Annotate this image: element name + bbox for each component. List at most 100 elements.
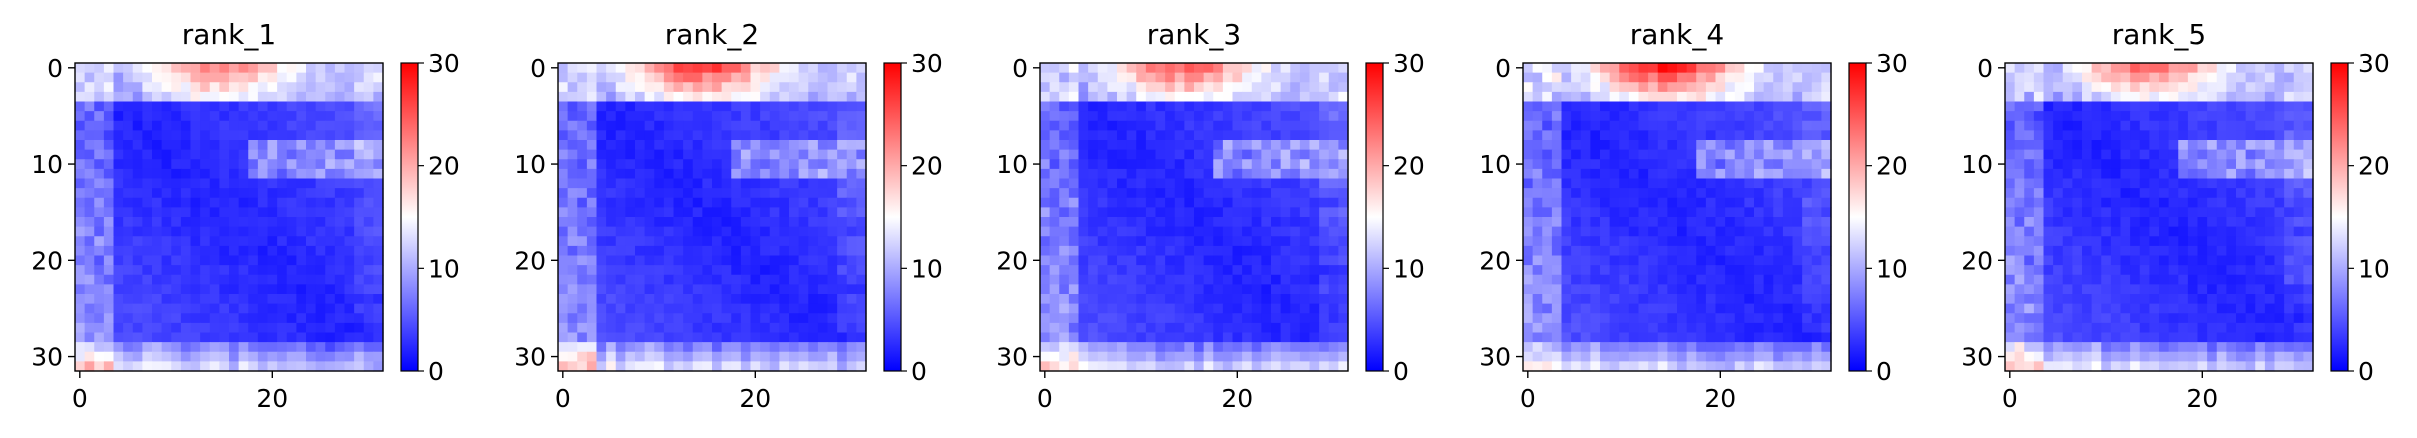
- heatmap-cell: [2168, 120, 2179, 131]
- heatmap-cell: [123, 120, 134, 131]
- heatmap-cell: [2033, 101, 2045, 112]
- heatmap-cell: [1088, 361, 1099, 372]
- heatmap-cell: [325, 322, 336, 334]
- heatmap-cell: [1338, 91, 1349, 103]
- heatmap-cell: [2043, 226, 2054, 237]
- heatmap-cell: [1194, 101, 1205, 112]
- heatmap-cell: [1078, 178, 1089, 189]
- heatmap-cell: [1754, 111, 1765, 122]
- heatmap-cell: [1542, 140, 1553, 151]
- heatmap-cell: [142, 265, 153, 276]
- heatmap-cell: [577, 82, 588, 93]
- heatmap-cell: [1763, 120, 1774, 131]
- heatmap-cell: [1242, 82, 1253, 93]
- heatmap-cell: [2082, 236, 2093, 247]
- heatmap-cell: [248, 255, 259, 266]
- heatmap-cell: [1811, 217, 1822, 228]
- heatmap-cell: [2062, 82, 2073, 93]
- heatmap-cell: [586, 351, 598, 362]
- heatmap-cell: [103, 342, 115, 353]
- heatmap-cell: [558, 101, 569, 112]
- heatmap-cell: [2197, 217, 2208, 228]
- heatmap-cell: [267, 101, 278, 112]
- heatmap-cell: [740, 149, 752, 160]
- heatmap-cell: [373, 111, 384, 122]
- heatmap-cell: [123, 342, 134, 353]
- heatmap-cell: [248, 236, 259, 247]
- heatmap-cell: [113, 159, 124, 170]
- heatmap-cell: [1232, 332, 1243, 343]
- heatmap-cell: [731, 207, 742, 218]
- heatmap-cell: [721, 91, 732, 103]
- heatmap-cell: [190, 342, 201, 353]
- heatmap-cell: [837, 274, 848, 285]
- heatmap-cell: [1165, 168, 1176, 180]
- heatmap-cell: [75, 82, 86, 93]
- heatmap-cell: [1523, 236, 1534, 247]
- heatmap-cell: [1155, 361, 1166, 372]
- heatmap-cell: [1763, 82, 1774, 93]
- heatmap-cell: [2303, 149, 2314, 160]
- heatmap-cell: [142, 245, 153, 257]
- heatmap-cell: [740, 168, 752, 180]
- heatmap-cell: [856, 101, 867, 112]
- heatmap-cell: [2091, 159, 2102, 170]
- heatmap-cell: [1203, 82, 1214, 93]
- heatmap-cell: [103, 63, 115, 74]
- heatmap-cell: [132, 111, 143, 122]
- heatmap-cell: [1773, 342, 1784, 353]
- heatmap-cell: [769, 303, 780, 314]
- heatmap-cell: [577, 91, 588, 103]
- heatmap-cell: [238, 274, 249, 285]
- heatmap-cell: [1251, 188, 1262, 199]
- heatmap-cell: [683, 130, 694, 141]
- heatmap-cell: [779, 130, 790, 141]
- heatmap-cell: [625, 236, 636, 247]
- heatmap-cell: [1523, 130, 1534, 141]
- heatmap-cell: [2303, 226, 2314, 237]
- heatmap-cell: [1290, 168, 1301, 180]
- heatmap-cell: [2264, 149, 2276, 160]
- heatmap-cell: [296, 72, 307, 83]
- heatmap-cell: [1638, 207, 1649, 218]
- heatmap-cell: [1590, 361, 1601, 372]
- heatmap-cell: [586, 274, 598, 285]
- heatmap-cell: [596, 236, 607, 247]
- heatmap-cell: [1667, 351, 1678, 362]
- heatmap-cell: [132, 140, 143, 151]
- heatmap-cell: [731, 303, 742, 314]
- heatmap-cell: [190, 332, 201, 343]
- heatmap-cell: [1203, 294, 1214, 305]
- heatmap-cell: [180, 236, 192, 247]
- heatmap-cell: [2178, 284, 2189, 295]
- heatmap-cell: [190, 236, 201, 247]
- heatmap-cell: [798, 91, 809, 103]
- heatmap-cell: [1290, 130, 1301, 141]
- heatmap-cell: [2187, 101, 2199, 112]
- heatmap-cell: [84, 274, 95, 285]
- heatmap-cell: [238, 351, 249, 362]
- heatmap-cell: [161, 72, 172, 83]
- heatmap-cell: [837, 130, 848, 141]
- heatmap-cell: [1782, 294, 1794, 305]
- heatmap-cell: [1222, 351, 1234, 362]
- heatmap-cell: [1744, 245, 1755, 257]
- heatmap-cell: [1194, 111, 1205, 122]
- heatmap-cell: [740, 245, 752, 257]
- heatmap-cell: [248, 361, 259, 372]
- heatmap-cell: [740, 351, 752, 362]
- heatmap-cell: [567, 342, 578, 353]
- heatmap-cell: [1145, 351, 1157, 362]
- heatmap-cell: [1619, 63, 1630, 74]
- heatmap-cell: [1271, 284, 1282, 295]
- heatmap-cell: [760, 178, 771, 189]
- heatmap-cell: [798, 236, 809, 247]
- heatmap-cell: [846, 265, 857, 276]
- heatmap-cell: [1338, 140, 1349, 151]
- heatmap-cell: [1705, 178, 1717, 189]
- heatmap-cell: [2245, 188, 2256, 199]
- heatmap-cell: [123, 188, 134, 199]
- heatmap-cell: [277, 120, 288, 131]
- heatmap-cell: [1155, 91, 1166, 103]
- heatmap-cell: [1155, 255, 1166, 266]
